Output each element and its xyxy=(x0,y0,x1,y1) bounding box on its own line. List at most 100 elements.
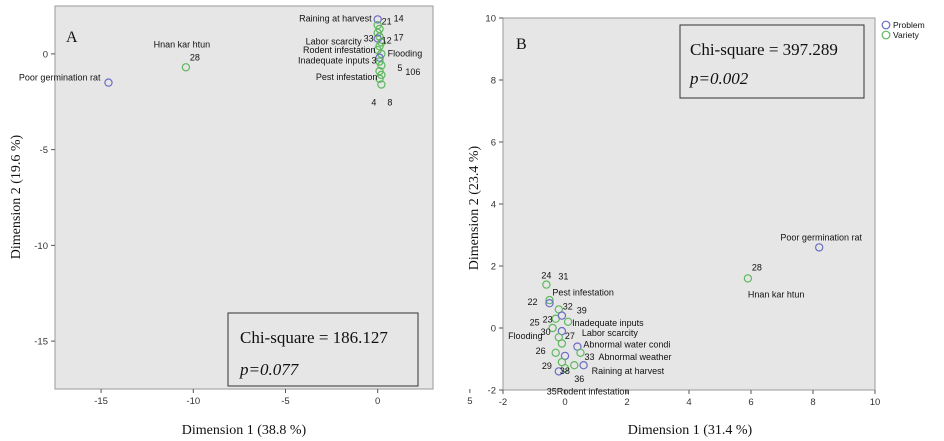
panel-a-problem-point xyxy=(375,53,384,62)
panel-a-point-label: 12 xyxy=(382,36,392,46)
panel-b-x-tick-label: 8 xyxy=(810,397,815,408)
panel-b-problem-point xyxy=(557,311,567,320)
panel-b-point-label: 24 xyxy=(541,271,551,281)
panel-a-variety-point xyxy=(373,28,382,38)
panel-a-point-label: Rodent infestation xyxy=(303,45,376,55)
panel-b-x-tick-label: 10 xyxy=(870,397,881,408)
panel-b-x-axis-title: Dimension 1 (31.4 %) xyxy=(628,423,753,438)
panel-b-variety-point xyxy=(557,339,567,348)
panel-a-variety-point xyxy=(377,61,386,70)
panel-b-variety-point xyxy=(570,361,579,370)
panel-a-point-label: 5 xyxy=(397,63,402,73)
panel-b-point-label: 22 xyxy=(527,297,537,307)
panel-a-problem-point xyxy=(104,78,113,87)
legend-variety-label: Variety xyxy=(893,30,920,40)
panel-a-problem-point xyxy=(373,15,382,24)
panel-b-variety-point xyxy=(576,348,585,357)
panel-a-point-label: Raining at harvest xyxy=(299,13,372,23)
panel-a-variety-point xyxy=(377,70,386,80)
panel-b-point-label: 32 xyxy=(563,301,573,311)
panel-a-point-label: 8 xyxy=(387,98,392,108)
panel-a-letter: A xyxy=(66,29,78,46)
panel-b-variety-point xyxy=(551,348,560,357)
panel-a-point-label: 21 xyxy=(382,16,392,26)
panel-a-point-label: 106 xyxy=(405,67,420,77)
panel-b-x-tick-label: 4 xyxy=(686,397,691,408)
panel-b-p-value: p=0.002 xyxy=(689,69,749,88)
panel-b-point-label: 29 xyxy=(542,361,552,371)
panel-b-problem-point xyxy=(815,243,824,252)
panel-a-variety-point xyxy=(375,57,384,66)
panel-a-x-axis-title: Dimension 1 (38.8 %) xyxy=(182,423,307,438)
panel-a-x-tick-label: -10 xyxy=(186,396,200,407)
legend-problem-label: Problem xyxy=(893,20,925,30)
panel-a-x-tick-label: -15 xyxy=(94,396,108,407)
panel-b-variety-point xyxy=(542,280,551,289)
panel-b-y-tick-label: 10 xyxy=(485,14,496,25)
panel-b-point-label: 26 xyxy=(536,346,546,356)
panel-b-y-tick-label: 2 xyxy=(491,262,496,273)
legend-problem-marker xyxy=(881,20,891,30)
panel-b-variety-point xyxy=(545,295,554,305)
panel-b-variety-point xyxy=(743,274,753,283)
panel-a-variety-point xyxy=(375,32,384,41)
panel-b-point-label: Pest infestation xyxy=(552,288,614,298)
panel-a-variety-point xyxy=(375,42,384,51)
panel-a-point-label: 4 xyxy=(371,98,376,108)
panel-a-point-label: Hnan kar htun xyxy=(154,39,211,49)
panel-b-variety-point xyxy=(563,317,573,326)
panel-b-point-label: Rodent infestation xyxy=(557,386,630,396)
panel-b-point-label: 28 xyxy=(752,262,762,272)
panel-b-point-label: Abnormal weather xyxy=(599,352,672,362)
panel-a-x-tick-label: 5 xyxy=(467,396,472,407)
panel-a-p-value: p=0.077 xyxy=(239,360,300,379)
panel-a-variety-point xyxy=(377,49,386,59)
panel-b-point-label: Abnormal water condi xyxy=(583,340,670,350)
panel-b-variety-point xyxy=(548,323,557,333)
panel-b-point-label: 33 xyxy=(585,352,595,362)
panel-b-point-label: Labor scarcity xyxy=(582,328,639,338)
panel-a-point-label: Pest infestation xyxy=(316,72,378,82)
panel-b-letter: B xyxy=(516,36,527,53)
panel-a-point-label: Poor germination rat xyxy=(19,73,101,83)
panel-b-point-label: 38 xyxy=(560,366,570,376)
panel-b-point-label: Inadequate inputs xyxy=(572,318,644,328)
panel-b-point-label: 39 xyxy=(577,305,587,315)
legend-variety-marker xyxy=(881,30,891,40)
panel-a-y-axis-title: Dimension 2 (19.6 %) xyxy=(9,134,24,259)
panel-b-y-tick-label: -2 xyxy=(488,386,496,397)
panel-a-point-label: Labor scarcity xyxy=(306,37,363,47)
panel-a-y-tick-label: -5 xyxy=(40,145,48,156)
panel-b-point-label: Hnan kar htun xyxy=(748,289,805,299)
panel-a-point-label: 14 xyxy=(394,13,404,23)
panel-a-x-tick-label: -5 xyxy=(281,396,289,407)
panel-b-y-tick-label: 6 xyxy=(491,138,496,149)
panel-b-problem-point xyxy=(554,367,564,376)
panel-b-point-label: 27 xyxy=(565,331,575,341)
panel-b-y-tick-label: 8 xyxy=(491,76,496,87)
panel-a-x-tick-label: 0 xyxy=(375,396,380,407)
panel-b-chi-square: Chi-square = 397.289 xyxy=(690,40,838,59)
panel-a-point-label: Flooding xyxy=(388,49,423,59)
panel-b-problem-point xyxy=(545,299,554,308)
panel-b-problem-point xyxy=(579,361,588,370)
legend: Problem Variety xyxy=(881,20,925,40)
panel-a-point-label: 3 xyxy=(372,56,377,66)
panel-a-point-label: 17 xyxy=(394,32,404,42)
panel-a-point-label: 28 xyxy=(190,52,200,62)
panel-b-point-label: Flooding xyxy=(508,331,543,341)
panel-b-point-label: Poor germination rat xyxy=(780,232,862,242)
panel-b-x-tick-label: 6 xyxy=(748,397,753,408)
panel-b-y-tick-label: 4 xyxy=(491,200,496,211)
panel-a-y-tick-label: -15 xyxy=(34,337,48,348)
panel-b-x-tick-label: -2 xyxy=(499,397,507,408)
panel-b-x-tick-label: 2 xyxy=(624,397,629,408)
panel-b-point-label: Raining at harvest xyxy=(592,366,665,376)
panel-a-variety-point xyxy=(375,74,384,83)
panel-b-stats-box xyxy=(679,24,865,99)
panel-b-point-label: 25 xyxy=(530,318,540,328)
panel-a-point-label: 33 xyxy=(364,34,374,44)
panel-a-stats-box xyxy=(227,312,419,387)
